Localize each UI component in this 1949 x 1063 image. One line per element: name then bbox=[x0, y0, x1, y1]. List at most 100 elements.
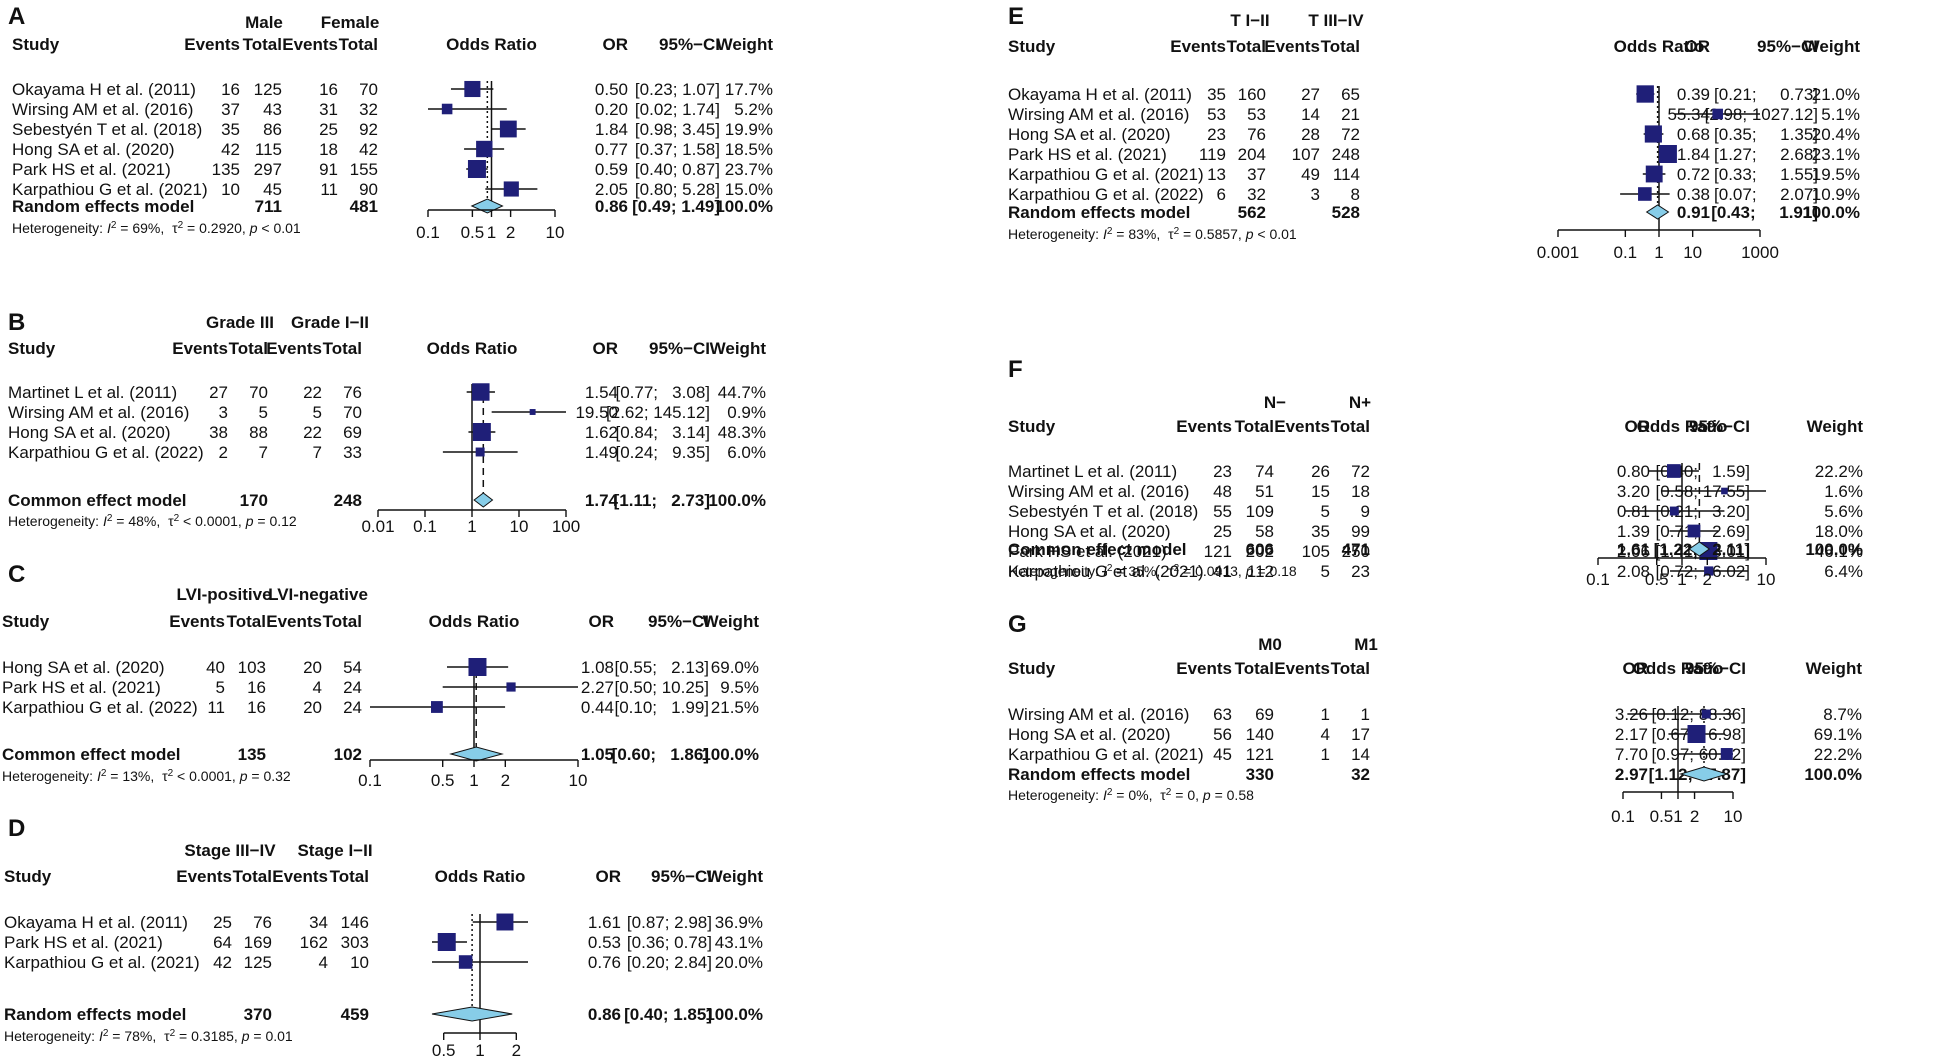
events1-value: 56 bbox=[1213, 725, 1232, 744]
weight-value: 15.0% bbox=[725, 180, 773, 199]
or-column-header: OR bbox=[603, 35, 629, 54]
total1-value: 51 bbox=[1255, 482, 1274, 501]
total2-value: 70 bbox=[359, 80, 378, 99]
pooled-model-label: Common effect model bbox=[8, 491, 187, 510]
weight-value: 21.0% bbox=[1812, 85, 1860, 104]
study-name: Karpathiou G et al. (2021) bbox=[12, 180, 208, 199]
events2-value: 16 bbox=[319, 80, 338, 99]
events2-value: 20 bbox=[303, 698, 322, 717]
measure-column-header: Odds Ratio bbox=[429, 612, 520, 631]
total1-value: 32 bbox=[1247, 185, 1266, 204]
weight-value: 43.1% bbox=[715, 933, 763, 952]
total2-value: 146 bbox=[341, 913, 369, 932]
heterogeneity-text: Heterogeneity: I2 = 83%, τ2 = 0.5857, p … bbox=[1008, 226, 1297, 243]
study-box bbox=[1721, 487, 1728, 495]
x-tick-label: 1 bbox=[467, 517, 476, 536]
pooled-model-label: Random effects model bbox=[12, 197, 194, 216]
total1-value: 70 bbox=[249, 383, 268, 402]
x-tick-label: 10 bbox=[1683, 243, 1702, 262]
study-name: Wirsing AM et al. (2016) bbox=[1008, 482, 1189, 501]
or-value: 2.05 bbox=[595, 180, 628, 199]
x-tick-label: 10 bbox=[569, 771, 588, 790]
study-name: Park HS et al. (2021) bbox=[2, 678, 161, 697]
ci-value: [0.21; 0.73] bbox=[1714, 85, 1818, 104]
weight-column-header: Weight bbox=[703, 612, 760, 631]
study-box bbox=[441, 103, 453, 115]
or-value: 1.84 bbox=[595, 120, 628, 139]
x-tick-label: 0.1 bbox=[1614, 243, 1638, 262]
x-tick-label: 0.1 bbox=[358, 771, 382, 790]
events2-value: 162 bbox=[300, 933, 328, 952]
group1-header: LVI-positive bbox=[176, 585, 271, 604]
ci-value: [0.23; 1.07] bbox=[635, 80, 720, 99]
ci-column-header: 95%−CI bbox=[1685, 659, 1746, 678]
x-tick-label: 0.5 bbox=[432, 1041, 456, 1060]
pooled-diamond bbox=[449, 746, 504, 762]
pooled-model-label: Common effect model bbox=[1008, 540, 1187, 559]
total2-column-header: Total bbox=[339, 35, 378, 54]
pooled-total2: 32 bbox=[1351, 765, 1370, 784]
or-value: 2.08 bbox=[1617, 562, 1650, 581]
study-name: Wirsing AM et al. (2016) bbox=[1008, 705, 1189, 724]
pooled-weight: 100.0% bbox=[1804, 765, 1862, 784]
study-name: Hong SA et al. (2020) bbox=[1008, 125, 1171, 144]
pooled-weight: 100.0% bbox=[1802, 203, 1860, 222]
events2-column-header: Events bbox=[272, 867, 328, 886]
group2-header: LVI-negative bbox=[268, 585, 368, 604]
weight-value: 17.7% bbox=[725, 80, 773, 99]
panel-svg: FN− N+Study Events Total Events Total Odds Rat… bbox=[1008, 356, 1863, 589]
study-name: Hong SA et al. (2020) bbox=[2, 658, 165, 677]
total2-value: 21 bbox=[1341, 105, 1360, 124]
study-box bbox=[1712, 108, 1723, 120]
total1-value: 109 bbox=[1246, 502, 1274, 521]
heterogeneity-text: Heterogeneity: I2 = 13%, τ2 < 0.0001, p … bbox=[2, 768, 291, 785]
weight-value: 36.9% bbox=[715, 913, 763, 932]
total2-value: 92 bbox=[359, 120, 378, 139]
events1-value: 40 bbox=[206, 658, 225, 677]
events1-value: 5 bbox=[216, 678, 225, 697]
group2-header: T III−IV bbox=[1308, 11, 1364, 30]
x-tick-label: 1 bbox=[1673, 807, 1682, 826]
pooled-weight: 100.0% bbox=[715, 197, 773, 216]
study-box bbox=[506, 682, 516, 692]
events2-value: 11 bbox=[320, 180, 338, 199]
or-value: 0.76 bbox=[588, 953, 621, 972]
total1-value: 58 bbox=[1255, 522, 1274, 541]
weight-value: 69.0% bbox=[711, 658, 759, 677]
weight-value: 44.7% bbox=[718, 383, 766, 402]
events2-value: 1 bbox=[1321, 705, 1330, 724]
events1-column-header: Events bbox=[1170, 37, 1226, 56]
study-name: Karpathiou G et al. (2022) bbox=[8, 443, 204, 462]
events2-value: 1 bbox=[1321, 745, 1330, 764]
events1-value: 38 bbox=[209, 423, 228, 442]
events1-value: 53 bbox=[1207, 105, 1226, 124]
events2-value: 22 bbox=[303, 423, 322, 442]
events1-value: 37 bbox=[221, 100, 240, 119]
events2-value: 28 bbox=[1301, 125, 1320, 144]
events2-value: 27 bbox=[1301, 85, 1320, 104]
total2-value: 23 bbox=[1351, 562, 1370, 581]
study-box bbox=[1644, 125, 1662, 143]
study-name: Hong SA et al. (2020) bbox=[12, 140, 175, 159]
events2-value: 105 bbox=[1302, 542, 1330, 561]
total2-value: 70 bbox=[343, 403, 362, 422]
weight-value: 10.9% bbox=[1812, 185, 1860, 204]
events1-value: 25 bbox=[213, 913, 232, 932]
x-tick-label: 2 bbox=[1690, 807, 1699, 826]
total2-value: 9 bbox=[1361, 502, 1370, 521]
x-tick-label: 0.1 bbox=[413, 517, 437, 536]
total2-value: 72 bbox=[1341, 125, 1360, 144]
total2-value: 248 bbox=[1332, 145, 1360, 164]
total2-value: 8 bbox=[1351, 185, 1360, 204]
group2-header: Female bbox=[321, 13, 380, 32]
events1-value: 10 bbox=[221, 180, 240, 199]
x-tick-label: 2 bbox=[501, 771, 510, 790]
events1-value: 11 bbox=[207, 698, 225, 717]
or-value: 0.53 bbox=[588, 933, 621, 952]
weight-value: 46.1% bbox=[1815, 542, 1863, 561]
events1-column-header: Events bbox=[172, 339, 228, 358]
pooled-weight: 100.0% bbox=[701, 745, 759, 764]
group2-header: Grade I−II bbox=[291, 313, 369, 332]
total1-column-header: Total bbox=[1227, 37, 1266, 56]
total2-value: 10 bbox=[350, 953, 369, 972]
